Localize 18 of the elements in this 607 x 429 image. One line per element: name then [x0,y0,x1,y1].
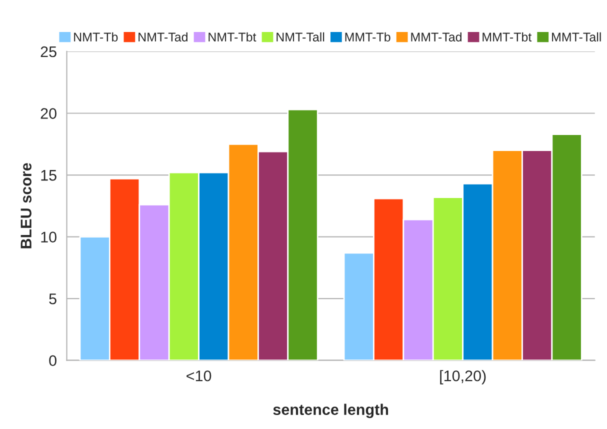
legend-label: MMT-Tall [552,32,601,42]
legend-label: NMT-Tbt [208,32,256,42]
legend-label: MMT-Tbt [482,32,532,42]
y-axis-title: BLEU score [20,163,32,248]
y-tick-label: 5 [49,294,56,304]
legend-label: NMT-Tall [276,32,324,42]
y-tick-label: 20 [40,108,56,119]
x-tick-label: <10 [186,370,212,382]
legend-label: MMT-Tb [345,32,390,42]
y-tick-label: 15 [41,170,56,181]
y-tick-label: 0 [49,355,56,366]
x-axis-title: sentence length [273,404,388,418]
legend-label: MMT-Tad [411,32,462,42]
y-tick-label: 10 [41,232,56,242]
legend-label: NMT-Tad [138,32,188,42]
x-tick-label: [10,20) [440,370,486,384]
legend-label: NMT-Tb [74,32,118,42]
y-tick-label: 25 [40,46,56,58]
